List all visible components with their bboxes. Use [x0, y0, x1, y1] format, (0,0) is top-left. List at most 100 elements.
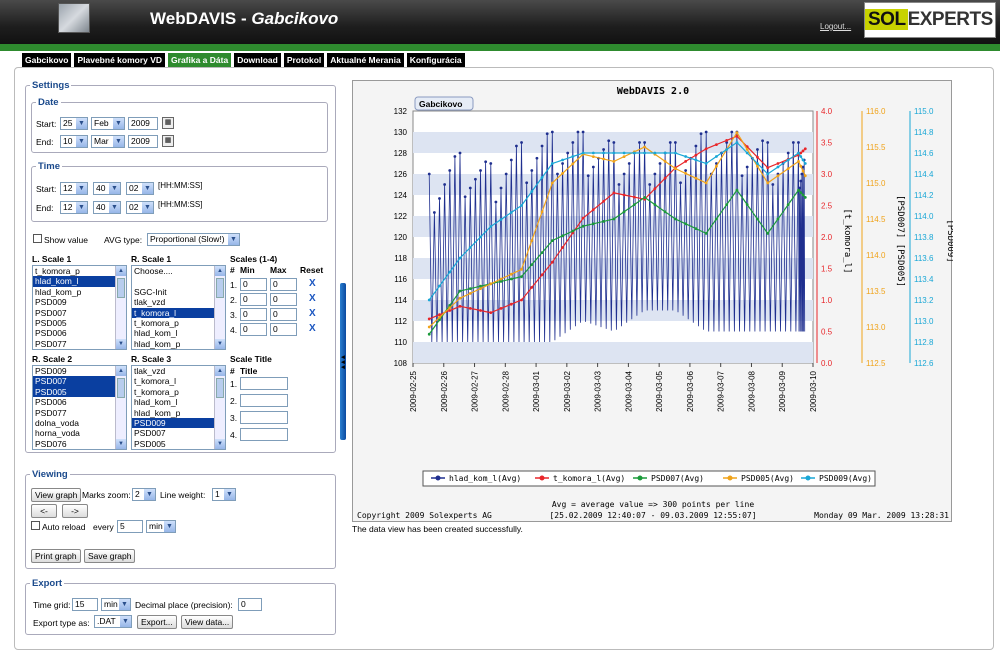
list-item[interactable]: PSD007 [35, 307, 67, 318]
reset-x-icon[interactable]: X [309, 308, 316, 319]
list-item[interactable]: t_komora_p [134, 386, 179, 397]
every-unit-select[interactable]: min ▼ [146, 520, 176, 533]
list-item[interactable]: SGC-Init [134, 286, 167, 297]
start-second-select[interactable]: 02 ▼ [126, 182, 154, 195]
start-hour-select[interactable]: 12 ▼ [60, 182, 88, 195]
scrollbar[interactable]: ▲ ▼ [214, 366, 225, 449]
tab-download[interactable]: Download [234, 53, 281, 67]
tab-plavebn-komory-vd[interactable]: Plavebné komory VD [74, 53, 166, 67]
end-minute-select[interactable]: 40 ▼ [93, 201, 121, 214]
show-value-checkbox[interactable] [33, 234, 42, 243]
list-item[interactable]: horna_voda [35, 428, 80, 439]
list-item[interactable]: PSD077 [35, 407, 67, 418]
list-item[interactable]: PSD009 [132, 417, 225, 429]
list-item[interactable]: t_komora_l [132, 307, 225, 318]
scale-max-input[interactable]: 0 [270, 278, 297, 291]
list-item[interactable]: PSD005 [33, 386, 126, 398]
reset-x-icon[interactable]: X [309, 278, 316, 289]
next-button[interactable]: -> [62, 504, 88, 518]
scale-max-input[interactable]: 0 [270, 323, 297, 336]
view-graph-button[interactable]: View graph [31, 488, 82, 502]
list-item[interactable]: PSD005 [134, 438, 166, 449]
start-day-select[interactable]: 25 ▼ [60, 117, 88, 130]
calendar-icon[interactable]: ▦ [162, 117, 174, 129]
scale-title-input[interactable] [240, 411, 288, 424]
scroll-thumb[interactable] [216, 378, 224, 398]
scrollbar[interactable]: ▲ ▼ [214, 266, 225, 349]
list-item[interactable]: hlad_kom_l [33, 276, 126, 287]
calendar-icon[interactable]: ▦ [162, 135, 174, 147]
view-data-button[interactable]: View data... [181, 615, 234, 629]
r-scale3-list[interactable]: tlak_vzd t_komora_l t_komora_p hlad_kom_l hl… [131, 365, 226, 450]
list-item[interactable]: hlad_kom_p [134, 338, 181, 349]
tab-aktualn-merania[interactable]: Aktualné Merania [327, 53, 404, 67]
list-item[interactable]: hlad_kom_l [134, 328, 178, 339]
list-item[interactable]: PSD006 [35, 328, 67, 339]
list-item[interactable]: hlad_kom_p [35, 286, 82, 297]
scroll-thumb[interactable] [117, 278, 125, 298]
tab-protokol[interactable]: Protokol [283, 53, 325, 67]
r-scale2-list[interactable]: PSD009 PSD007 PSD005 PSD006 PSD077 dolna_voda… [32, 365, 127, 450]
scroll-up-icon[interactable]: ▲ [116, 266, 126, 276]
scroll-thumb[interactable] [216, 278, 224, 298]
save-graph-button[interactable]: Save graph [84, 549, 136, 563]
end-hour-select[interactable]: 12 ▼ [60, 201, 88, 214]
tab-gabcikovo[interactable]: Gabcikovo [22, 53, 72, 67]
scroll-up-icon[interactable]: ▲ [116, 366, 126, 376]
time-grid-unit-select[interactable]: min ▼ [101, 598, 131, 611]
start-minute-select[interactable]: 40 ▼ [93, 182, 121, 195]
list-item[interactable]: PSD009 [35, 366, 67, 376]
start-month-select[interactable]: Feb ▼ [91, 117, 125, 130]
list-item[interactable]: PSD005 [35, 317, 67, 328]
prev-button[interactable]: <- [31, 504, 57, 518]
tab-grafika-a-d-ta[interactable]: Grafika a Dáta [168, 53, 232, 67]
scale-max-input[interactable]: 0 [270, 293, 297, 306]
scroll-up-icon[interactable]: ▲ [215, 366, 225, 376]
export-type-select[interactable]: .DAT ▼ [94, 615, 132, 628]
list-item[interactable]: PSD007 [33, 376, 126, 387]
end-second-select[interactable]: 02 ▼ [126, 201, 154, 214]
list-item[interactable]: PSD007 [134, 428, 166, 439]
scale-min-input[interactable]: 0 [240, 308, 267, 321]
list-item[interactable]: PSD077 [35, 338, 67, 349]
list-item[interactable]: t_komora_p [35, 266, 80, 276]
scroll-down-icon[interactable]: ▼ [215, 439, 225, 449]
marks-zoom-select[interactable]: 2 ▼ [132, 488, 156, 501]
scale-min-input[interactable]: 0 [240, 278, 267, 291]
panel-splitter-handle[interactable]: ◂ ◂ ◂ [340, 283, 346, 440]
list-item[interactable]: tlak_vzd [134, 366, 166, 376]
export-button[interactable]: Export... [137, 615, 177, 629]
scroll-up-icon[interactable]: ▲ [215, 266, 225, 276]
list-item[interactable]: PSD009 [35, 297, 67, 308]
tab-konfigur-cia[interactable]: Konfigurácia [406, 53, 465, 67]
scrollbar[interactable]: ▲ ▼ [115, 366, 126, 449]
start-year-input[interactable]: 2009 [128, 117, 158, 130]
end-day-select[interactable]: 10 ▼ [60, 135, 88, 148]
avg-type-select[interactable]: Proportional (Slow!) ▼ [147, 233, 240, 246]
list-item[interactable]: t_komora_l [134, 376, 177, 387]
end-month-select[interactable]: Mar ▼ [91, 135, 125, 148]
reset-x-icon[interactable]: X [309, 293, 316, 304]
scrollbar[interactable]: ▲ ▼ [115, 266, 126, 349]
auto-reload-checkbox[interactable] [31, 521, 40, 530]
line-weight-select[interactable]: 1 ▼ [212, 488, 236, 501]
scale-min-input[interactable]: 0 [240, 293, 267, 306]
scale-min-input[interactable]: 0 [240, 323, 267, 336]
decimal-input[interactable]: 0 [238, 598, 262, 611]
l-scale1-list[interactable]: t_komora_p hlad_kom_l hlad_kom_p PSD009 PSD0… [32, 265, 127, 350]
scroll-thumb[interactable] [117, 378, 125, 398]
list-item[interactable]: PSD076 [35, 438, 67, 449]
scroll-down-icon[interactable]: ▼ [215, 339, 225, 349]
logout-link[interactable]: Logout... [820, 22, 852, 31]
scale-title-input[interactable] [240, 428, 288, 441]
list-item[interactable]: dolna_voda [35, 417, 79, 428]
list-item[interactable]: Choose.... [134, 266, 173, 276]
scale-title-input[interactable] [240, 377, 288, 390]
list-item[interactable]: t_komora_p [134, 317, 179, 328]
every-input[interactable]: 5 [117, 520, 143, 533]
time-grid-input[interactable]: 15 [72, 598, 98, 611]
r-scale1-list[interactable]: Choose.... SGC-Init tlak_vzd t_komora_l t_ko… [131, 265, 226, 350]
list-item[interactable]: tlak_vzd [134, 297, 166, 308]
print-graph-button[interactable]: Print graph [31, 549, 81, 563]
end-year-input[interactable]: 2009 [128, 135, 158, 148]
